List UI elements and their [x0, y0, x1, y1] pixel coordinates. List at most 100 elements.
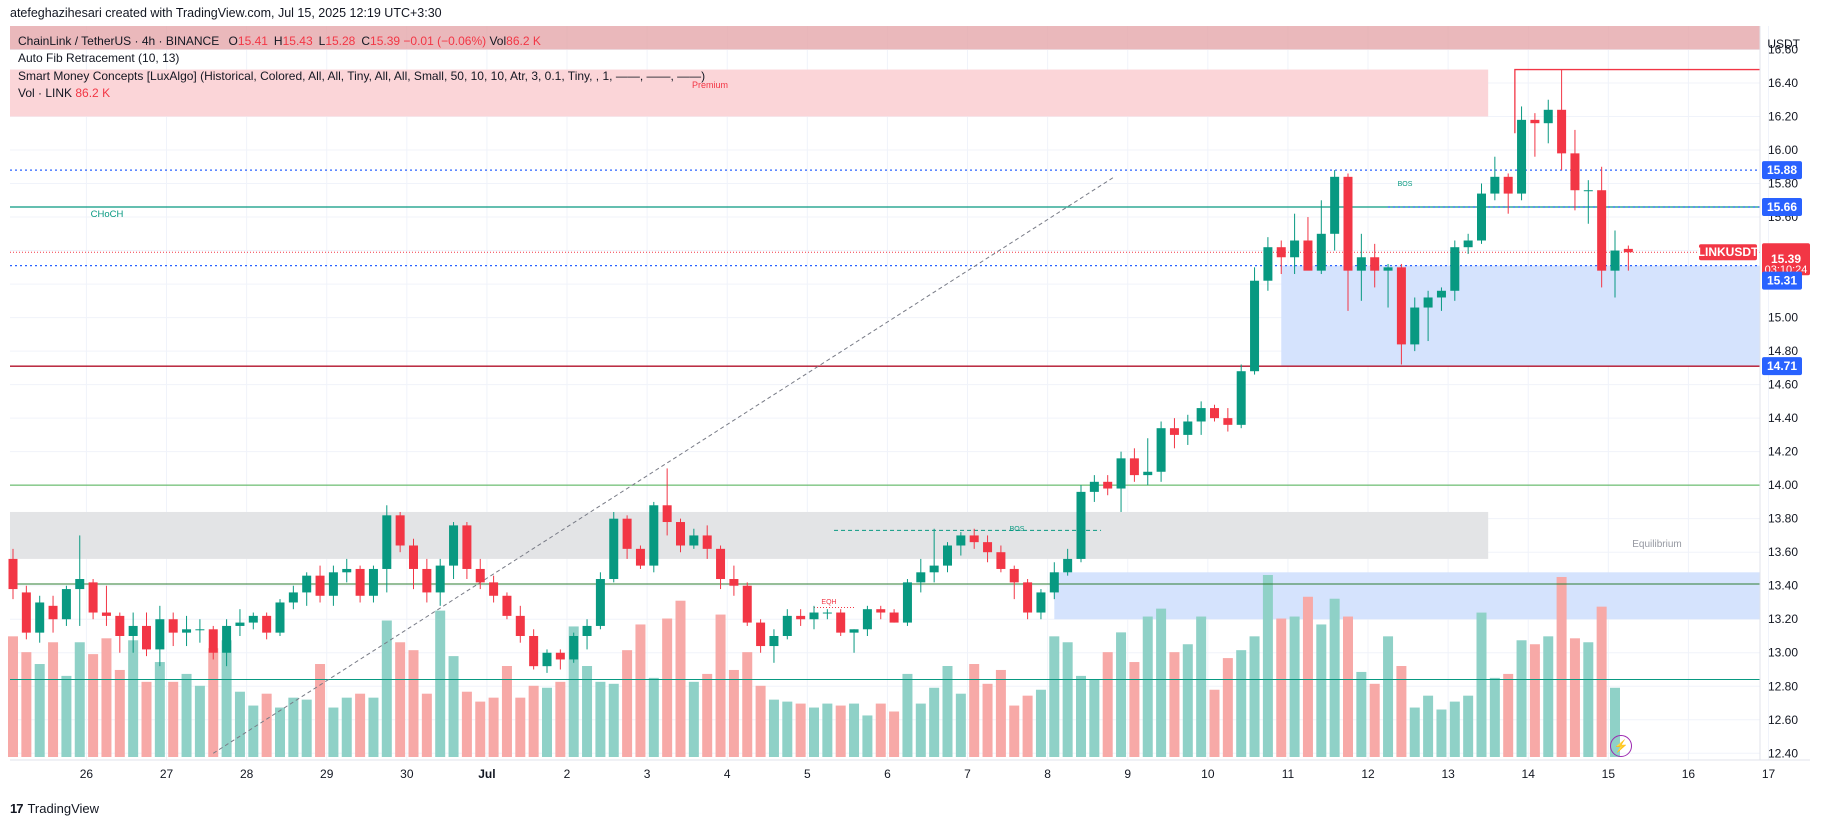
candle-body [1129, 458, 1139, 476]
volume-bar [328, 707, 339, 757]
volume-bar [1076, 675, 1086, 757]
time-tick-label: 4 [724, 767, 731, 781]
candle-body [1303, 240, 1313, 271]
candle-body [1583, 190, 1593, 192]
legend-ohlc-value: 15.41 [237, 34, 268, 48]
price-tick-label: 16.00 [1768, 143, 1798, 157]
candle-body [101, 612, 111, 616]
candle-body [462, 525, 472, 569]
legend-vol-value: 86.2 K [506, 34, 541, 48]
badge-symbol-bg [1699, 244, 1757, 261]
volume-bar [1169, 652, 1180, 757]
price-tick-label: 15.00 [1768, 311, 1798, 325]
candle-body [168, 619, 178, 633]
candle-body [208, 629, 218, 653]
order-block-lower [1054, 572, 1760, 620]
candle-body [115, 615, 125, 636]
candle-body [128, 625, 138, 636]
volume-bar [942, 666, 953, 757]
volume-bar [1409, 707, 1420, 757]
volume-bar [675, 600, 686, 757]
candle-body [529, 635, 539, 667]
time-tick-label: 12 [1361, 767, 1375, 781]
candle-body [1196, 408, 1206, 422]
candle-body [1343, 176, 1353, 271]
badge-symbol: LINKUSDT [1698, 245, 1759, 259]
volume-bar [101, 638, 112, 757]
time-tick-label: 16 [1682, 767, 1696, 781]
volume-bar [1022, 695, 1033, 757]
volume-bar [421, 693, 432, 757]
volume-bar [1222, 658, 1233, 757]
candle-body [689, 535, 699, 546]
candle-body [1063, 558, 1073, 573]
volume-bar [995, 669, 1006, 757]
price-tick-label: 14.00 [1768, 478, 1798, 492]
volume-bar [1583, 642, 1594, 757]
candle-body [449, 525, 459, 566]
candle-body [48, 605, 58, 620]
volume-bar [1116, 632, 1127, 757]
legend-vol-label: Vol [489, 34, 507, 48]
candle-body [515, 615, 525, 636]
candle-body [1570, 153, 1580, 191]
volume-bar [381, 620, 392, 757]
candle-body [1049, 572, 1059, 593]
volume-bar [1543, 636, 1554, 757]
candle-body [836, 612, 846, 633]
volume-bar [809, 707, 819, 757]
premium-high-line [1514, 68, 1760, 134]
time-tick-label: 5 [804, 767, 811, 781]
volume-bar [1610, 687, 1620, 757]
candle-body [969, 535, 979, 543]
candle-body [756, 622, 766, 647]
volume-bar [461, 691, 472, 757]
candle-body [395, 515, 405, 546]
candle-body [1423, 297, 1433, 308]
volume-bar [1182, 644, 1193, 757]
candle-body [1156, 428, 1166, 472]
candle-body [1116, 458, 1126, 489]
legend-volume-row[interactable]: Vol · LINK 86.2 K [18, 86, 110, 100]
volume-bar [1423, 695, 1434, 757]
volume-bar [1009, 705, 1020, 757]
time-tick-label: Jul [478, 767, 495, 781]
volume-bars [8, 575, 1620, 757]
candle-body [622, 518, 632, 549]
legend-ohlc-key: H [273, 34, 283, 48]
candle-body [702, 535, 712, 549]
candle-body [769, 635, 779, 647]
badge-15-66-bg [1762, 197, 1802, 216]
candle-body [328, 572, 338, 596]
legend-ohlc-key: O [228, 34, 238, 48]
volume-bar [221, 640, 232, 757]
candle-body [475, 568, 485, 583]
levels [10, 68, 1760, 754]
volume-bar [1503, 673, 1514, 757]
candle-body [21, 592, 31, 633]
legend-indicator-smc[interactable]: Smart Money Concepts [LuxAlgo] (Historic… [18, 69, 706, 83]
price-tick-label: 14.20 [1768, 445, 1798, 459]
price-tick-label: 14.60 [1768, 378, 1798, 392]
bolt-icon[interactable]: ⚡ [1610, 735, 1632, 757]
volume-bar [662, 618, 673, 757]
badge-14-71-bg [1762, 357, 1802, 376]
volume-bar [648, 677, 659, 757]
legend-indicator-fib[interactable]: Auto Fib Retracement (10, 13) [18, 51, 180, 65]
volume-bar [448, 656, 459, 757]
candle-body [595, 579, 605, 626]
annotations: Premium CHoCH BOS BOS EQH Equilibrium [91, 80, 1682, 606]
volume-bar [1089, 679, 1100, 757]
label-bos-top: BOS [1398, 181, 1413, 188]
volume-bar [8, 636, 18, 757]
candle-body [676, 522, 685, 546]
candle-body [409, 545, 418, 569]
candle-body [1597, 190, 1607, 271]
volume-bar [1329, 598, 1340, 757]
volume-bar [488, 697, 499, 757]
footer-brand: 17 TradingView [10, 801, 99, 816]
volume-bar [702, 673, 713, 757]
grid [10, 26, 1770, 760]
volume-bar [355, 693, 366, 757]
